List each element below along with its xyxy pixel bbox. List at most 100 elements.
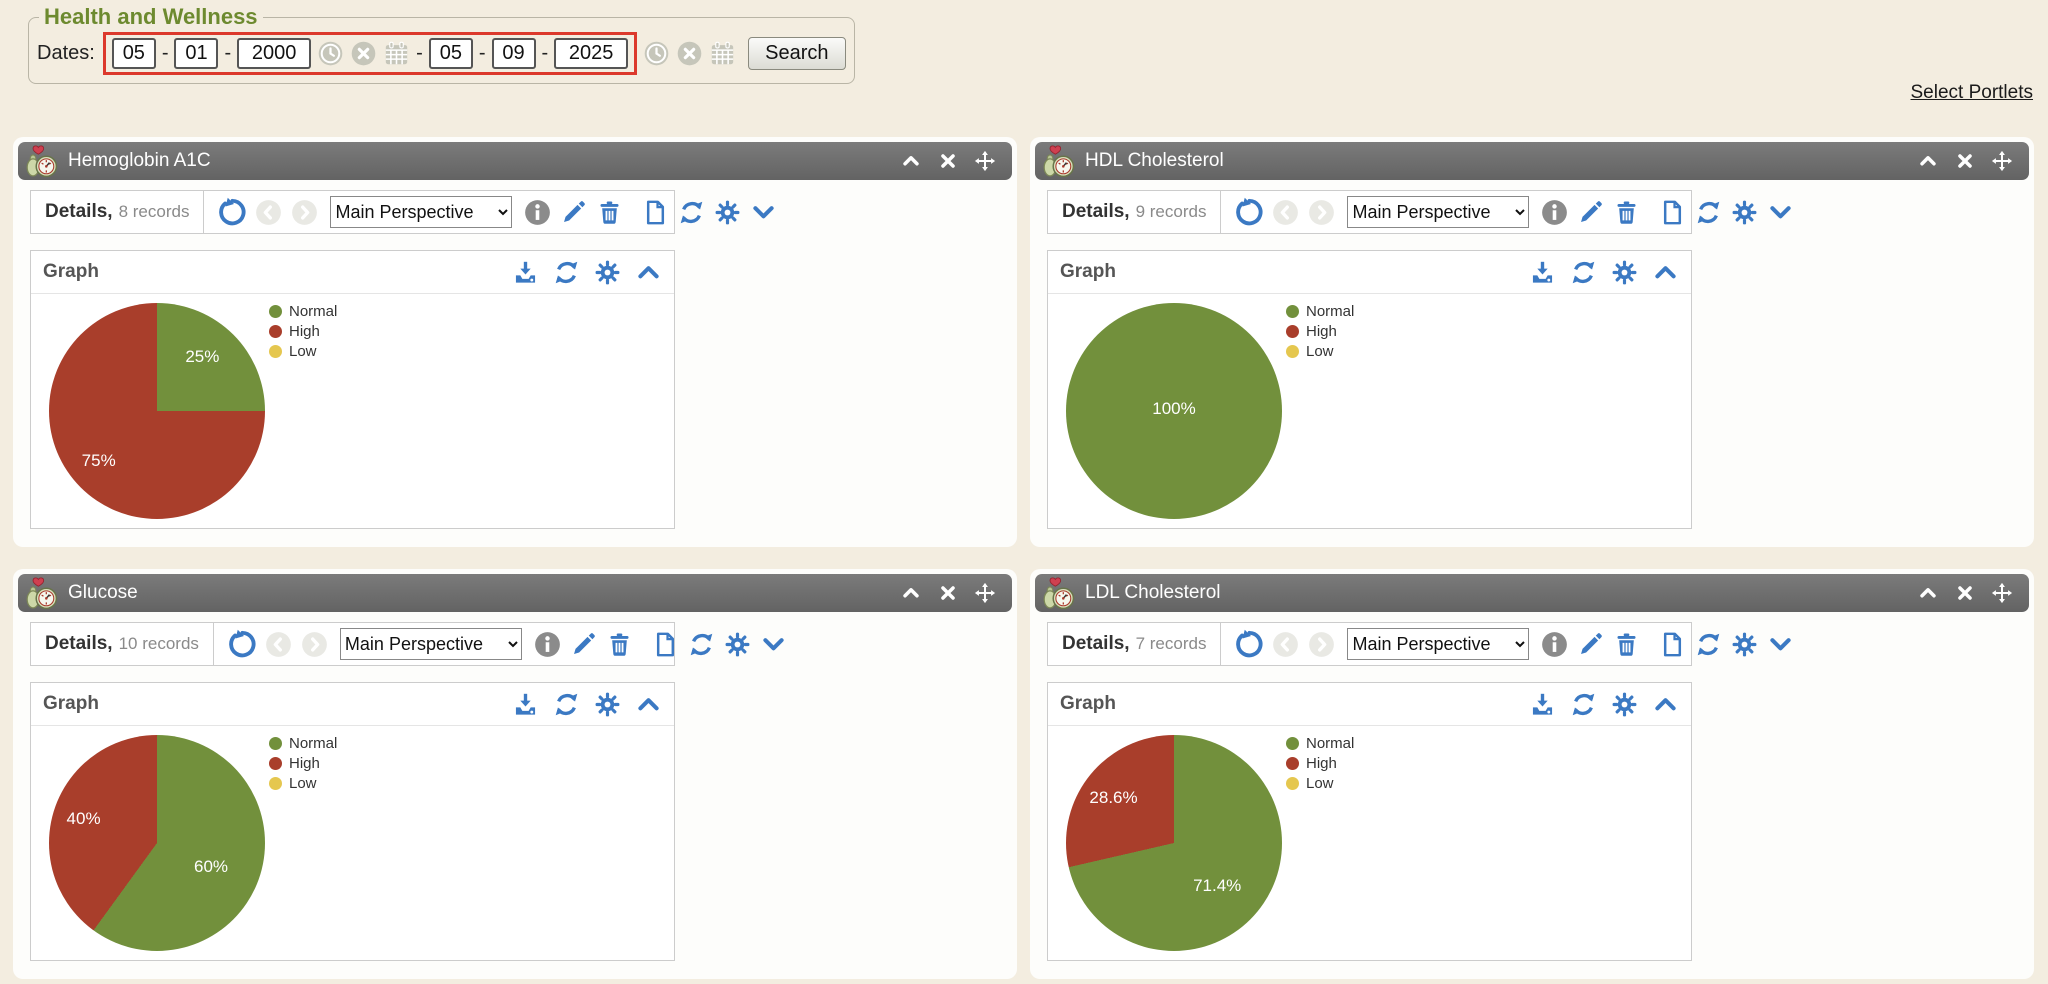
perspective-select[interactable]: Main Perspective (339, 628, 522, 660)
pie-slice-label: 100% (1152, 398, 1196, 418)
perspective-select[interactable]: Main Perspective (330, 196, 513, 228)
collapse-portlet-button[interactable] (900, 582, 922, 604)
info-button[interactable] (1541, 631, 1568, 658)
graph-settings-button[interactable] (594, 259, 621, 286)
previous-button[interactable] (264, 630, 292, 658)
refresh-graph-button[interactable] (1570, 691, 1597, 718)
chart-legend: Normal High Low (269, 302, 337, 362)
next-button[interactable] (300, 630, 328, 658)
undo-button[interactable] (1233, 197, 1264, 227)
from-month-input[interactable] (111, 38, 156, 69)
move-portlet-handle[interactable] (974, 582, 996, 604)
date-separator: - (541, 42, 549, 64)
health-monitor-icon (1041, 576, 1075, 610)
previous-button[interactable] (1272, 198, 1300, 226)
next-button[interactable] (1308, 630, 1336, 658)
info-button[interactable] (524, 199, 551, 226)
undo-button[interactable] (226, 629, 256, 659)
search-button[interactable]: Search (748, 37, 846, 70)
collapse-portlet-button[interactable] (900, 150, 922, 172)
delete-button[interactable] (606, 631, 633, 658)
delete-button[interactable] (596, 199, 623, 226)
info-button[interactable] (1541, 199, 1568, 226)
to-calendar-button[interactable] (709, 40, 736, 67)
from-calendar-button[interactable] (383, 40, 410, 67)
expand-details-button[interactable] (750, 199, 777, 226)
from-year-input[interactable] (237, 38, 312, 69)
refresh-button[interactable] (1695, 199, 1722, 226)
graph-settings-button[interactable] (1611, 259, 1638, 286)
expand-details-button[interactable] (1767, 199, 1794, 226)
to-clear-button[interactable] (676, 40, 704, 67)
previous-button[interactable] (1272, 630, 1300, 658)
settings-button[interactable] (724, 631, 751, 658)
refresh-graph-button[interactable] (553, 259, 580, 286)
refresh-graph-button[interactable] (1570, 259, 1597, 286)
pie-slice-label: 40% (66, 809, 101, 829)
delete-button[interactable] (1613, 199, 1640, 226)
move-portlet-handle[interactable] (1991, 582, 2013, 604)
chevron-down-icon (750, 199, 777, 226)
pie-chart-area: 25% 75% Normal High Low (31, 294, 674, 528)
to-year-input[interactable] (554, 38, 629, 69)
pencil-icon (1581, 200, 1603, 222)
graph-settings-button[interactable] (1611, 691, 1638, 718)
select-portlets-link[interactable]: Select Portlets (1910, 82, 2034, 103)
from-time-button[interactable] (317, 40, 344, 67)
undo-button[interactable] (1233, 629, 1264, 659)
collapse-graph-button[interactable] (1652, 691, 1679, 718)
expand-details-button[interactable] (760, 631, 787, 658)
info-button[interactable] (534, 631, 561, 658)
gear-icon (595, 260, 620, 284)
perspective-select[interactable]: Main Perspective (1347, 196, 1530, 228)
pie-slice-label: 75% (81, 450, 116, 470)
download-button[interactable] (512, 259, 539, 286)
download-button[interactable] (1529, 691, 1556, 718)
perspective-select[interactable]: Main Perspective (1347, 628, 1530, 660)
legend-dot-normal (1286, 737, 1299, 750)
chevron-up-icon (635, 259, 662, 286)
move-portlet-handle[interactable] (1991, 150, 2013, 172)
download-button[interactable] (1529, 259, 1556, 286)
refresh-graph-button[interactable] (553, 691, 580, 718)
move-portlet-handle[interactable] (974, 150, 996, 172)
collapse-graph-button[interactable] (635, 259, 662, 286)
undo-button[interactable] (216, 197, 247, 227)
edit-button[interactable] (1577, 199, 1604, 226)
close-portlet-button[interactable] (937, 582, 959, 604)
delete-button[interactable] (1613, 631, 1640, 658)
graph-settings-button[interactable] (594, 691, 621, 718)
next-button[interactable] (291, 198, 319, 226)
expand-details-button[interactable] (1767, 631, 1794, 658)
graph-title: Graph (43, 261, 99, 282)
new-document-button[interactable] (1659, 199, 1686, 226)
new-document-button[interactable] (1659, 631, 1686, 658)
settings-button[interactable] (1731, 631, 1758, 658)
next-button[interactable] (1308, 198, 1336, 226)
download-button[interactable] (512, 691, 539, 718)
close-portlet-button[interactable] (1954, 150, 1976, 172)
to-time-button[interactable] (643, 40, 670, 67)
refresh-button[interactable] (678, 199, 705, 226)
collapse-graph-button[interactable] (1652, 259, 1679, 286)
collapse-portlet-button[interactable] (1917, 582, 1939, 604)
refresh-button[interactable] (688, 631, 715, 658)
refresh-button[interactable] (1695, 631, 1722, 658)
collapse-graph-button[interactable] (635, 691, 662, 718)
new-document-button[interactable] (642, 199, 669, 226)
edit-button[interactable] (1577, 631, 1604, 658)
collapse-portlet-button[interactable] (1917, 150, 1939, 172)
to-month-input[interactable] (428, 38, 473, 69)
settings-button[interactable] (1731, 199, 1758, 226)
previous-button[interactable] (255, 198, 283, 226)
settings-button[interactable] (714, 199, 741, 226)
record-count: 8 records (118, 202, 190, 221)
close-portlet-button[interactable] (1954, 582, 1976, 604)
to-day-input[interactable] (491, 38, 536, 69)
close-portlet-button[interactable] (937, 150, 959, 172)
from-day-input[interactable] (174, 38, 219, 69)
edit-button[interactable] (560, 199, 587, 226)
edit-button[interactable] (570, 631, 597, 658)
new-document-button[interactable] (652, 631, 679, 658)
from-clear-button[interactable] (350, 40, 378, 67)
